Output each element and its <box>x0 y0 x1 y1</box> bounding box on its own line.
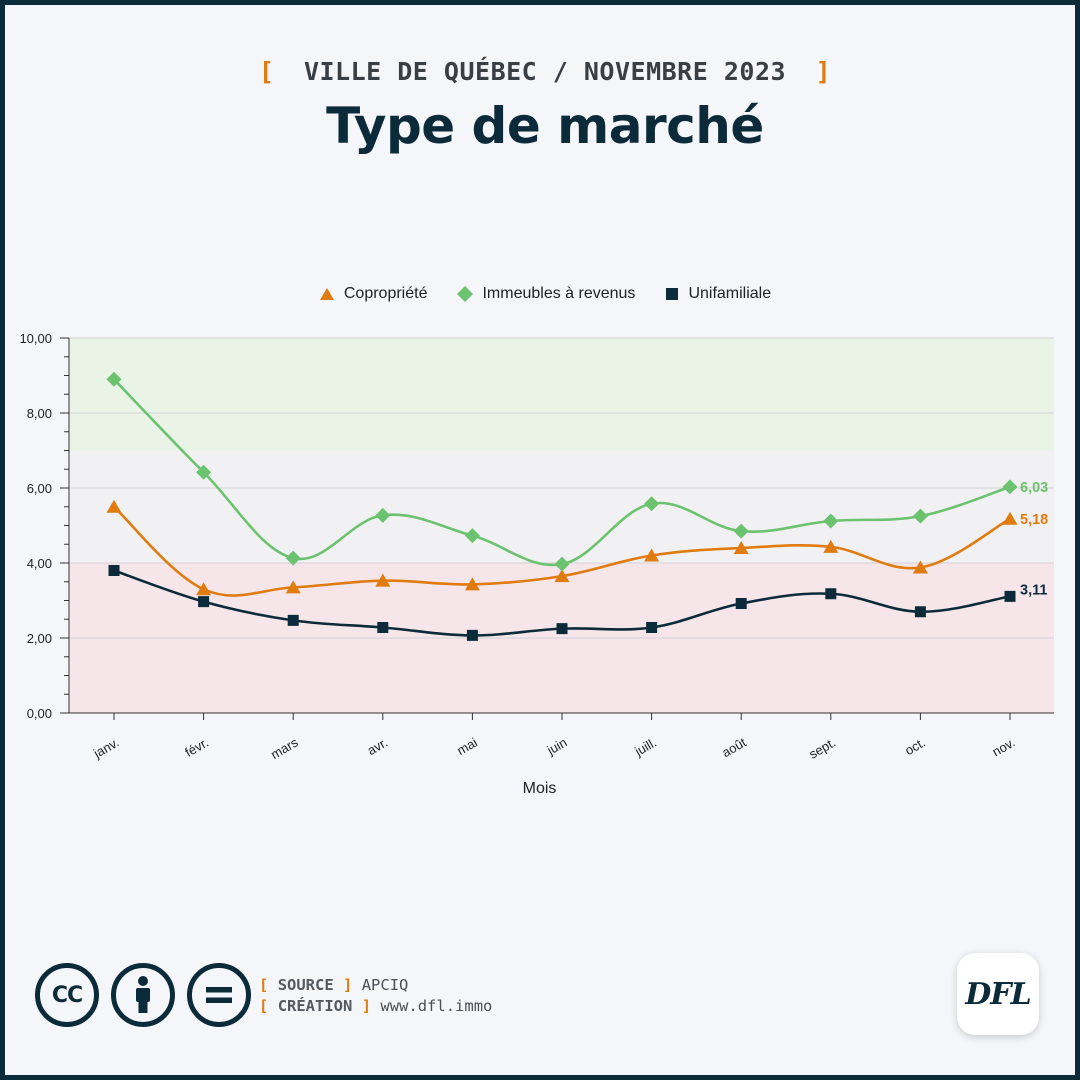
x-tick-label: oct. <box>902 735 928 758</box>
data-point-diamond <box>106 371 122 387</box>
data-point-triangle <box>464 577 480 591</box>
y-tick-label: 4,00 <box>27 556 52 571</box>
chart-band <box>69 338 1054 451</box>
data-point-square <box>466 629 478 641</box>
data-point-diamond <box>644 496 660 512</box>
data-point-triangle <box>733 541 749 554</box>
x-tick-label: févr. <box>182 735 211 760</box>
credits: [ SOURCE ] APCIQ [ CRÉATION ] www.dfl.im… <box>259 975 492 1017</box>
data-point-triangle <box>554 569 570 583</box>
page-title: Type de marché <box>326 97 764 155</box>
data-point-square <box>108 565 120 576</box>
data-point-square <box>914 606 926 618</box>
data-point-diamond <box>196 464 212 480</box>
data-point-square <box>287 614 299 626</box>
legend-item-immeubles[interactable]: Immeubles à revenus <box>457 285 635 303</box>
x-tick-label: juin <box>544 735 570 759</box>
kicker-text: VILLE DE QUÉBEC / NOVEMBRE 2023 <box>303 57 787 86</box>
data-point-square <box>735 598 747 609</box>
square-marker-icon <box>666 288 679 300</box>
end-value-label: 5,18 <box>1020 512 1048 528</box>
dfl-logo: DFL <box>957 953 1039 1035</box>
cc-icon-text: CC <box>51 982 83 1008</box>
x-tick-label: juill. <box>631 735 659 760</box>
data-point-diamond <box>823 513 839 529</box>
x-axis-title: Mois <box>523 780 557 797</box>
data-point-triangle <box>644 548 660 562</box>
data-point-diamond <box>733 523 749 539</box>
legend-item-copropriete[interactable]: Copropriété <box>319 285 428 303</box>
chart-band <box>69 450 1054 563</box>
y-tick-label: 8,00 <box>27 406 52 421</box>
end-value-label: 6,03 <box>1020 480 1048 496</box>
data-point-square <box>825 588 837 600</box>
data-point-triangle <box>1002 511 1018 525</box>
data-point-diamond <box>375 507 391 523</box>
y-tick-label: 2,00 <box>27 631 52 646</box>
data-point-diamond <box>912 508 928 524</box>
data-point-square <box>1004 590 1016 602</box>
data-point-triangle <box>375 573 391 587</box>
end-value-label: 3,11 <box>1020 582 1047 598</box>
chart-legend: Copropriété Immeubles à revenus Unifamil… <box>5 285 1080 303</box>
kicker: [ VILLE DE QUÉBEC / NOVEMBRE 2023 ] <box>5 57 1080 86</box>
y-tick-label: 6,00 <box>27 481 52 496</box>
data-point-square <box>556 623 568 635</box>
kicker-bracket-open: [ <box>258 57 275 86</box>
dfl-logo-text: DFL <box>965 976 1031 1012</box>
data-point-square <box>198 596 210 608</box>
no-derivatives-icon <box>187 963 251 1027</box>
source-value: APCIQ <box>361 976 409 994</box>
x-tick-label: janv. <box>90 735 121 762</box>
series-line <box>113 378 1011 567</box>
data-point-square <box>377 622 389 633</box>
data-point-diamond <box>464 528 480 544</box>
y-tick-label: 0,00 <box>27 706 52 721</box>
creation-value[interactable]: www.dfl.immo <box>380 997 493 1015</box>
x-tick-label: avr. <box>365 735 391 758</box>
x-tick-label: sept. <box>806 735 838 762</box>
creation-key: CRÉATION <box>277 997 353 1015</box>
x-tick-label: nov. <box>990 735 1018 760</box>
legend-label: Copropriété <box>343 285 428 302</box>
attribution-icon <box>111 963 175 1027</box>
source-line: [ SOURCE ] APCIQ <box>259 976 409 994</box>
x-tick-label: août <box>719 734 749 760</box>
data-point-triangle <box>823 539 839 553</box>
legend-label: Immeubles à revenus <box>482 285 636 302</box>
x-tick-label: mars <box>268 734 301 762</box>
legend-item-unifamiliale[interactable]: Unifamiliale <box>665 285 771 303</box>
legend-label: Unifamiliale <box>688 285 772 302</box>
license-icons: CC <box>35 963 251 1027</box>
data-point-diamond <box>1002 479 1018 495</box>
y-tick-label: 10,00 <box>19 331 52 346</box>
data-point-square <box>646 622 658 633</box>
data-point-triangle <box>106 499 122 513</box>
source-key: SOURCE <box>277 976 334 994</box>
diamond-marker-icon <box>457 286 474 302</box>
data-point-diamond <box>285 550 301 566</box>
x-tick-label: mai <box>454 735 480 759</box>
kicker-bracket-close: ] <box>815 57 832 86</box>
data-point-triangle <box>285 580 301 594</box>
triangle-marker-icon <box>319 288 334 300</box>
data-point-triangle <box>912 560 928 574</box>
data-point-triangle <box>196 582 212 596</box>
cc-icon: CC <box>35 963 99 1027</box>
creation-line: [ CRÉATION ] www.dfl.immo <box>259 997 493 1015</box>
data-point-diamond <box>554 556 570 572</box>
